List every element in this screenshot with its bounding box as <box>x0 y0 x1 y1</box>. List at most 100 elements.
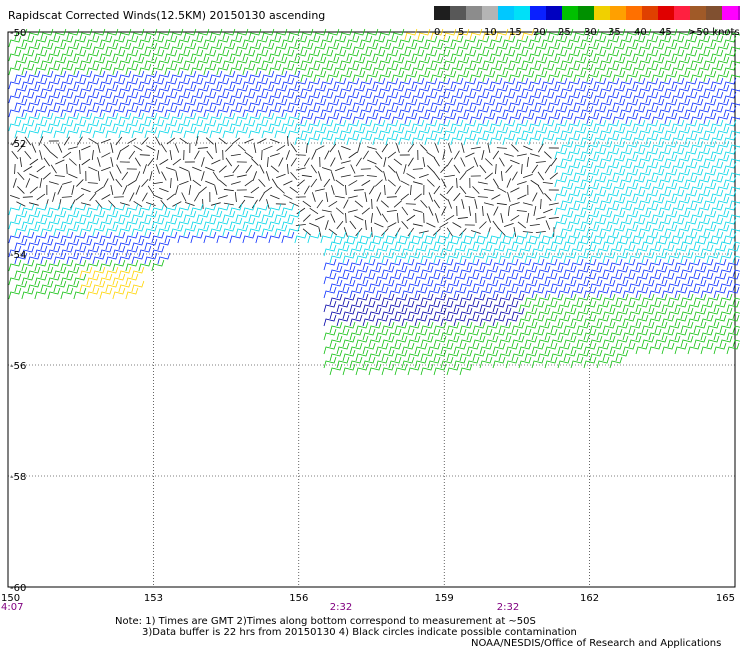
wind-barb <box>486 213 491 223</box>
colorbar-swatch <box>690 6 706 20</box>
wind-barb <box>586 126 600 139</box>
wind-barb <box>290 171 298 181</box>
wind-barb <box>518 314 532 327</box>
wind-barb <box>684 77 698 90</box>
wind-barb <box>542 181 553 185</box>
colorbar-label: 10 <box>484 27 497 38</box>
wind-barb <box>222 70 236 83</box>
wind-barb <box>430 84 444 97</box>
wind-barb <box>414 314 428 327</box>
wind-barb <box>385 91 399 104</box>
wind-barb <box>427 286 441 299</box>
wind-barb <box>155 164 160 174</box>
wind-barb <box>92 98 106 111</box>
wind-barb <box>222 98 236 111</box>
wind-barb <box>255 105 269 118</box>
wind-barb <box>729 32 740 41</box>
wind-barb <box>560 126 574 139</box>
wind-barb <box>357 143 361 153</box>
wind-barb <box>638 98 652 111</box>
longitude-label: 162 <box>580 593 599 604</box>
wind-barb <box>567 63 581 76</box>
wind-barb <box>274 126 288 139</box>
wind-barb <box>385 105 399 118</box>
wind-barb <box>453 300 467 313</box>
wind-barb <box>40 56 54 69</box>
wind-barb <box>518 328 532 341</box>
wind-barb <box>680 293 694 306</box>
wind-barb <box>690 56 704 69</box>
wind-barb <box>635 244 649 257</box>
wind-barb <box>513 227 517 237</box>
wind-barb <box>159 187 169 193</box>
wind-barb <box>170 112 184 125</box>
wind-barb <box>420 335 434 348</box>
wind-barb <box>729 228 740 237</box>
wind-barb <box>253 143 257 153</box>
wind-barb <box>511 335 525 348</box>
wind-barb <box>398 91 412 104</box>
wind-barb <box>433 251 447 264</box>
wind-barb <box>576 349 590 362</box>
wind-barb <box>716 224 730 237</box>
wind-barb <box>622 244 636 257</box>
wind-barb <box>472 293 486 306</box>
wind-barb <box>615 251 629 264</box>
wind-barb <box>407 349 421 362</box>
wind-barb <box>580 133 594 146</box>
wind-barb <box>628 251 642 264</box>
wind-barb <box>507 205 510 217</box>
wind-barb <box>625 56 639 69</box>
wind-barb <box>687 244 701 257</box>
wind-barb <box>281 119 295 132</box>
wind-barb <box>703 126 717 139</box>
wind-barb <box>151 63 165 76</box>
wind-barb <box>203 217 217 230</box>
wind-barb <box>60 203 74 216</box>
wind-barb <box>586 98 600 111</box>
wind-barb <box>170 42 184 55</box>
wind-barb <box>235 84 249 97</box>
wind-barb <box>593 49 607 62</box>
wind-barb <box>476 119 490 132</box>
wind-barb <box>80 202 91 206</box>
wind-barb <box>625 84 639 97</box>
wind-barb <box>690 168 704 181</box>
wind-barb <box>625 98 639 111</box>
wind-barb <box>524 321 538 334</box>
wind-barb <box>671 147 685 160</box>
wind-barb <box>599 154 613 167</box>
wind-barb <box>323 328 337 341</box>
wind-barb <box>580 35 594 48</box>
wind-barb <box>622 314 636 327</box>
wind-barb <box>476 105 490 118</box>
wind-barb <box>716 210 730 223</box>
wind-barb <box>121 171 129 181</box>
wind-barb <box>40 84 54 97</box>
wind-barb <box>550 349 564 362</box>
wind-barb <box>60 91 74 104</box>
wind-barb <box>400 193 410 201</box>
wind-barb <box>485 307 499 320</box>
wind-barb <box>177 203 191 216</box>
wind-barb <box>194 192 200 202</box>
wind-barb <box>583 272 597 285</box>
wind-barb <box>580 147 594 160</box>
wind-barb <box>378 84 392 97</box>
wind-barb <box>376 192 382 202</box>
wind-barb <box>138 77 152 90</box>
wind-barb <box>14 280 28 293</box>
wind-barb <box>505 328 519 341</box>
wind-barb <box>138 49 152 62</box>
wind-barb <box>498 279 512 292</box>
wind-barb <box>339 84 353 97</box>
wind-barb <box>365 126 379 139</box>
wind-barb <box>99 105 113 118</box>
wind-barb <box>79 149 81 161</box>
wind-barb <box>463 231 477 244</box>
wind-barb <box>664 210 678 223</box>
wind-barb <box>440 244 454 257</box>
wind-barb <box>414 258 428 271</box>
wind-barb <box>466 328 480 341</box>
wind-barb <box>196 28 210 41</box>
